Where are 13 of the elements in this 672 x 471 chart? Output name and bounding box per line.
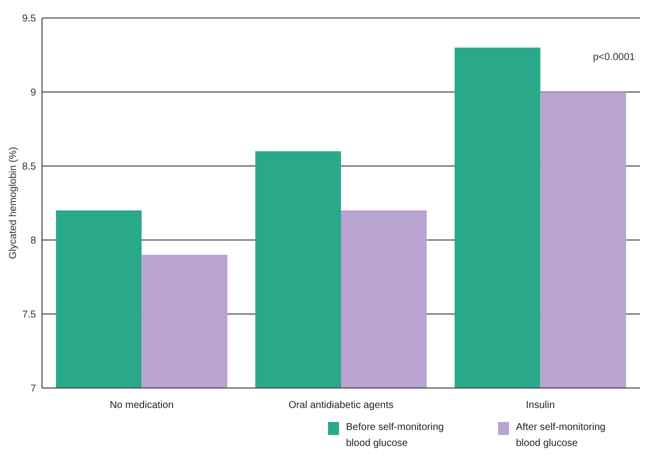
y-tick-label: 9.5 — [22, 14, 36, 24]
y-tick-label: 7 — [30, 384, 36, 394]
legend-label: After self-monitoring blood glucose — [516, 422, 606, 449]
y-tick-label: 8.5 — [22, 162, 36, 172]
y-tick-label: 7.5 — [22, 310, 36, 320]
x-tick-label: No medication — [110, 400, 174, 411]
y-tick-label: 9 — [30, 88, 36, 98]
x-tick-label: Oral antidiabetic agents — [288, 400, 394, 411]
x-tick-label: Insulin — [526, 400, 555, 411]
legend-label: Before self-monitoring blood glucose — [346, 422, 444, 449]
y-axis-title: Glycated hemoglobin (%) — [8, 146, 19, 260]
annotation: p<0.0001 — [593, 52, 636, 63]
y-tick-label: 8 — [30, 236, 36, 246]
